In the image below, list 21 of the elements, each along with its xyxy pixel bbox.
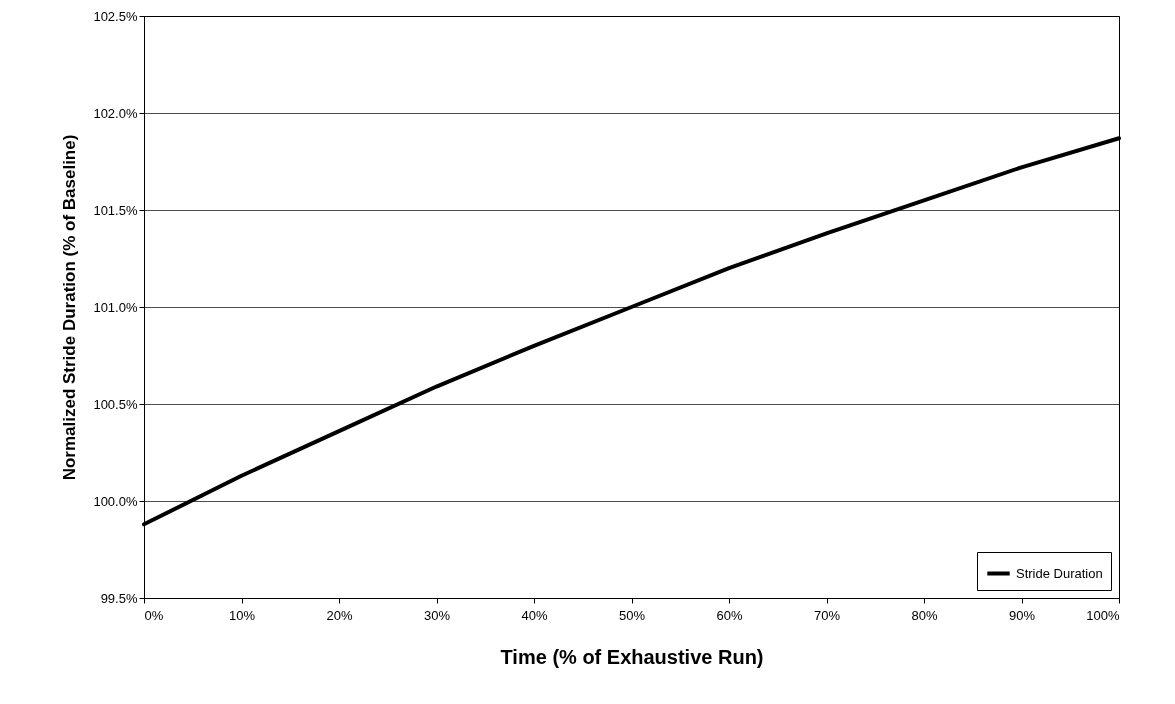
x-tick-label: 100% (1086, 607, 1120, 623)
x-tick-label: 90% (1008, 607, 1036, 623)
x-tick-label: 30% (423, 607, 451, 623)
y-tick-label: 100.0% (93, 493, 138, 509)
legend-label: Stride Duration (1016, 565, 1103, 581)
x-tick-label: 10% (228, 607, 256, 623)
x-tick-label: 0% (144, 607, 164, 623)
y-tick-label: 102.5% (93, 8, 138, 24)
x-tick-label: 40% (521, 607, 548, 623)
y-tick-label: 99.5% (100, 590, 138, 606)
x-tick-label: 80% (911, 607, 938, 623)
y-tick-label: 100.5% (93, 396, 138, 412)
x-tick-label: 20% (326, 607, 353, 623)
x-tick-label: 70% (813, 607, 841, 623)
y-tick-label: 102.0% (93, 105, 138, 121)
x-tick-label: 50% (618, 607, 646, 623)
y-tick-label: 101.5% (93, 202, 138, 218)
y-axis-title: Normalized Stride Duration (% of Baseline) (60, 134, 80, 481)
x-axis-title: Time (% of Exhaustive Run) (500, 645, 764, 668)
y-tick-label: 101.0% (93, 299, 138, 315)
x-tick-label: 60% (716, 607, 743, 623)
